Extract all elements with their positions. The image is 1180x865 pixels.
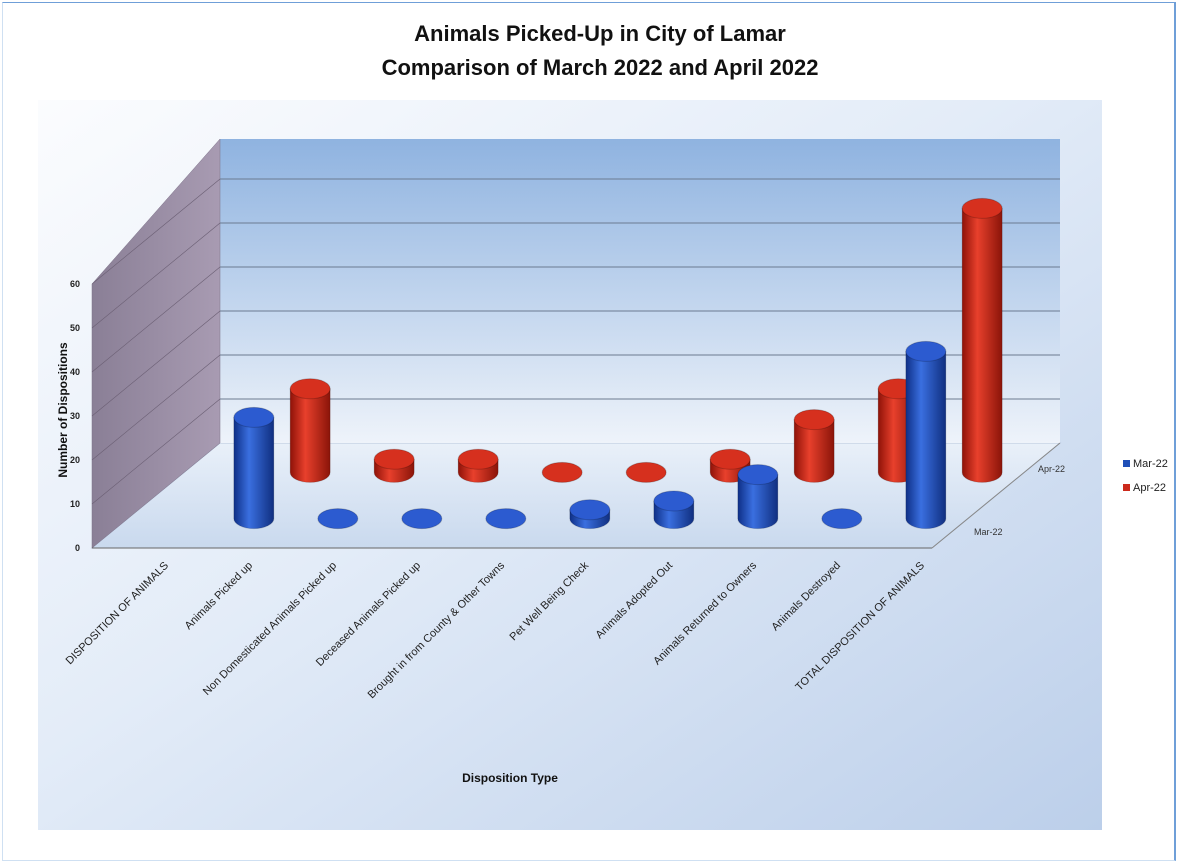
bar-apr-5-top: [625, 461, 667, 483]
chart-subtitle: Comparison of March 2022 and April 2022: [382, 55, 819, 80]
bar-mar-1-top: [233, 406, 275, 428]
legend: Mar-22 Apr-22: [1123, 458, 1168, 494]
y-tick-label: 50: [70, 323, 80, 333]
gridline-side: [91, 398, 221, 505]
bar-apr-2-top: [373, 448, 415, 470]
x-axis-title: Disposition Type: [462, 771, 558, 785]
y-tick-label: 30: [70, 411, 80, 421]
bar-mar-6-top: [653, 490, 695, 512]
gridline-side: [91, 178, 221, 285]
y-tick-label: 0: [75, 543, 80, 553]
gridline-side: [91, 266, 221, 373]
bar-apr-1-top: [289, 378, 331, 400]
bar-mar-1-body: [233, 416, 275, 530]
gridline-side: [91, 222, 221, 329]
y-tick-label: 10: [70, 499, 80, 509]
bar-mar-4-top: [485, 508, 527, 530]
bar-apr-3-top: [457, 448, 499, 470]
y-axis-title: Number of Dispositions: [56, 342, 70, 478]
bar-mar-3-top: [401, 508, 443, 530]
bar-apr-9-top: [961, 197, 1003, 219]
y-tick-label: 40: [70, 367, 80, 377]
bar-apr-7-body: [793, 419, 835, 483]
legend-label-apr: Apr-22: [1133, 482, 1166, 494]
bar-mar-8-top: [821, 508, 863, 530]
gridline-side: [91, 354, 221, 461]
y-tick-label: 20: [70, 455, 80, 465]
bar-mar-2-top: [317, 508, 359, 530]
legend-swatch-mar: [1123, 460, 1130, 467]
bar-mar-9-body: [905, 350, 947, 530]
bar-apr-9-body: [961, 207, 1003, 483]
depth-label-apr: Apr-22: [1038, 464, 1065, 474]
depth-axis-line: [931, 442, 1061, 549]
bar-mar-5-top: [569, 499, 611, 521]
gridline-side: [91, 310, 221, 417]
bar-mar-7-body: [737, 474, 779, 530]
y-tick-label: 60: [70, 279, 80, 289]
chart-title: Animals Picked-Up in City of Lamar: [414, 21, 786, 46]
legend-swatch-apr: [1123, 484, 1130, 491]
bar-mar-7-top: [737, 464, 779, 486]
bar-apr-1-body: [289, 388, 331, 483]
legend-label-mar: Mar-22: [1133, 458, 1168, 470]
depth-label-mar: Mar-22: [974, 527, 1003, 537]
bar-apr-4-top: [541, 461, 583, 483]
bar-mar-9-top: [905, 340, 947, 362]
bar-apr-7-top: [793, 409, 835, 431]
bar-apr-6-top: [709, 448, 751, 470]
